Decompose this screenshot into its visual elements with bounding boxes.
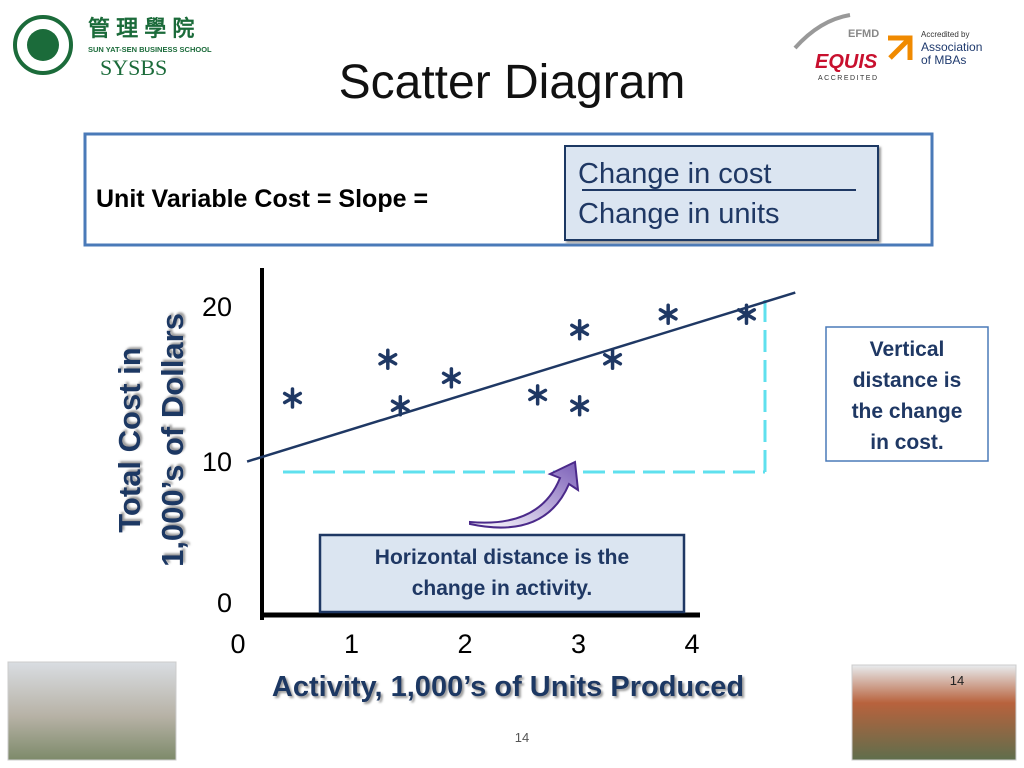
point [390, 395, 410, 417]
y-tick-label: 0 [217, 588, 232, 618]
x-tick-label: 3 [571, 629, 586, 659]
equis: EQUIS [815, 51, 878, 73]
equis-accredited: ACCREDITED [818, 75, 879, 82]
photo-right [851, 664, 1017, 761]
photo-left [7, 661, 177, 761]
slide-title: Scatter Diagram [339, 56, 686, 109]
logo-abbr: SYSBS [100, 55, 167, 80]
vertical-note-box [825, 326, 989, 462]
point [282, 387, 303, 409]
vertical-note: the change [852, 400, 963, 423]
fraction-box [564, 145, 879, 241]
point [528, 384, 548, 406]
x-tick-label: 4 [684, 629, 699, 659]
x-tick-label: 2 [457, 629, 472, 659]
formula-left: Unit Variable Cost = Slope = [96, 185, 428, 213]
x-tick-label: 0 [230, 629, 245, 659]
x-tick-label: 1 [344, 629, 359, 659]
point [736, 303, 757, 326]
vertical-note: distance is [853, 369, 962, 392]
trend-line [246, 291, 796, 463]
y-axis-label: 1,000’s of Dollars [155, 313, 190, 567]
point [658, 303, 678, 326]
vertical-note: Vertical [870, 338, 945, 361]
point [378, 348, 398, 370]
arrow [469, 460, 580, 529]
efmd: EFMD [848, 28, 879, 40]
logo-chinese: 管 理 學 院 [88, 16, 194, 41]
amba-1: Accredited by [921, 30, 969, 39]
x-axis-label: Activity, 1,000’s of Units Produced [272, 671, 744, 703]
numerator: Change in cost [578, 158, 771, 190]
y-tick-label: 10 [202, 447, 232, 477]
vertical-note: in cost. [870, 431, 944, 454]
y-tick-label: 20 [202, 292, 232, 322]
photo-page: 14 [950, 673, 964, 688]
horizontal-note: change in activity. [412, 577, 593, 600]
point [441, 367, 461, 389]
logo-right: EFMD EQUIS ACCREDITED Accredited by Asso… [793, 13, 982, 82]
point [603, 348, 623, 370]
denominator: Change in units [578, 198, 780, 230]
point [570, 395, 590, 417]
page-number: 14 [515, 730, 529, 745]
horizontal-note-box [318, 533, 686, 614]
logo-left: 管 理 學 院 SUN YAT-SEN BUSINESS SCHOOL SYSB… [13, 15, 212, 80]
amba-3: of MBAs [921, 53, 966, 67]
y-axis-label: Total Cost in [112, 347, 147, 532]
horizontal-note: Horizontal distance is the [375, 546, 629, 569]
point [570, 319, 590, 341]
logo-school: SUN YAT-SEN BUSINESS SCHOOL [88, 45, 212, 54]
amba-2: Association [921, 40, 982, 54]
